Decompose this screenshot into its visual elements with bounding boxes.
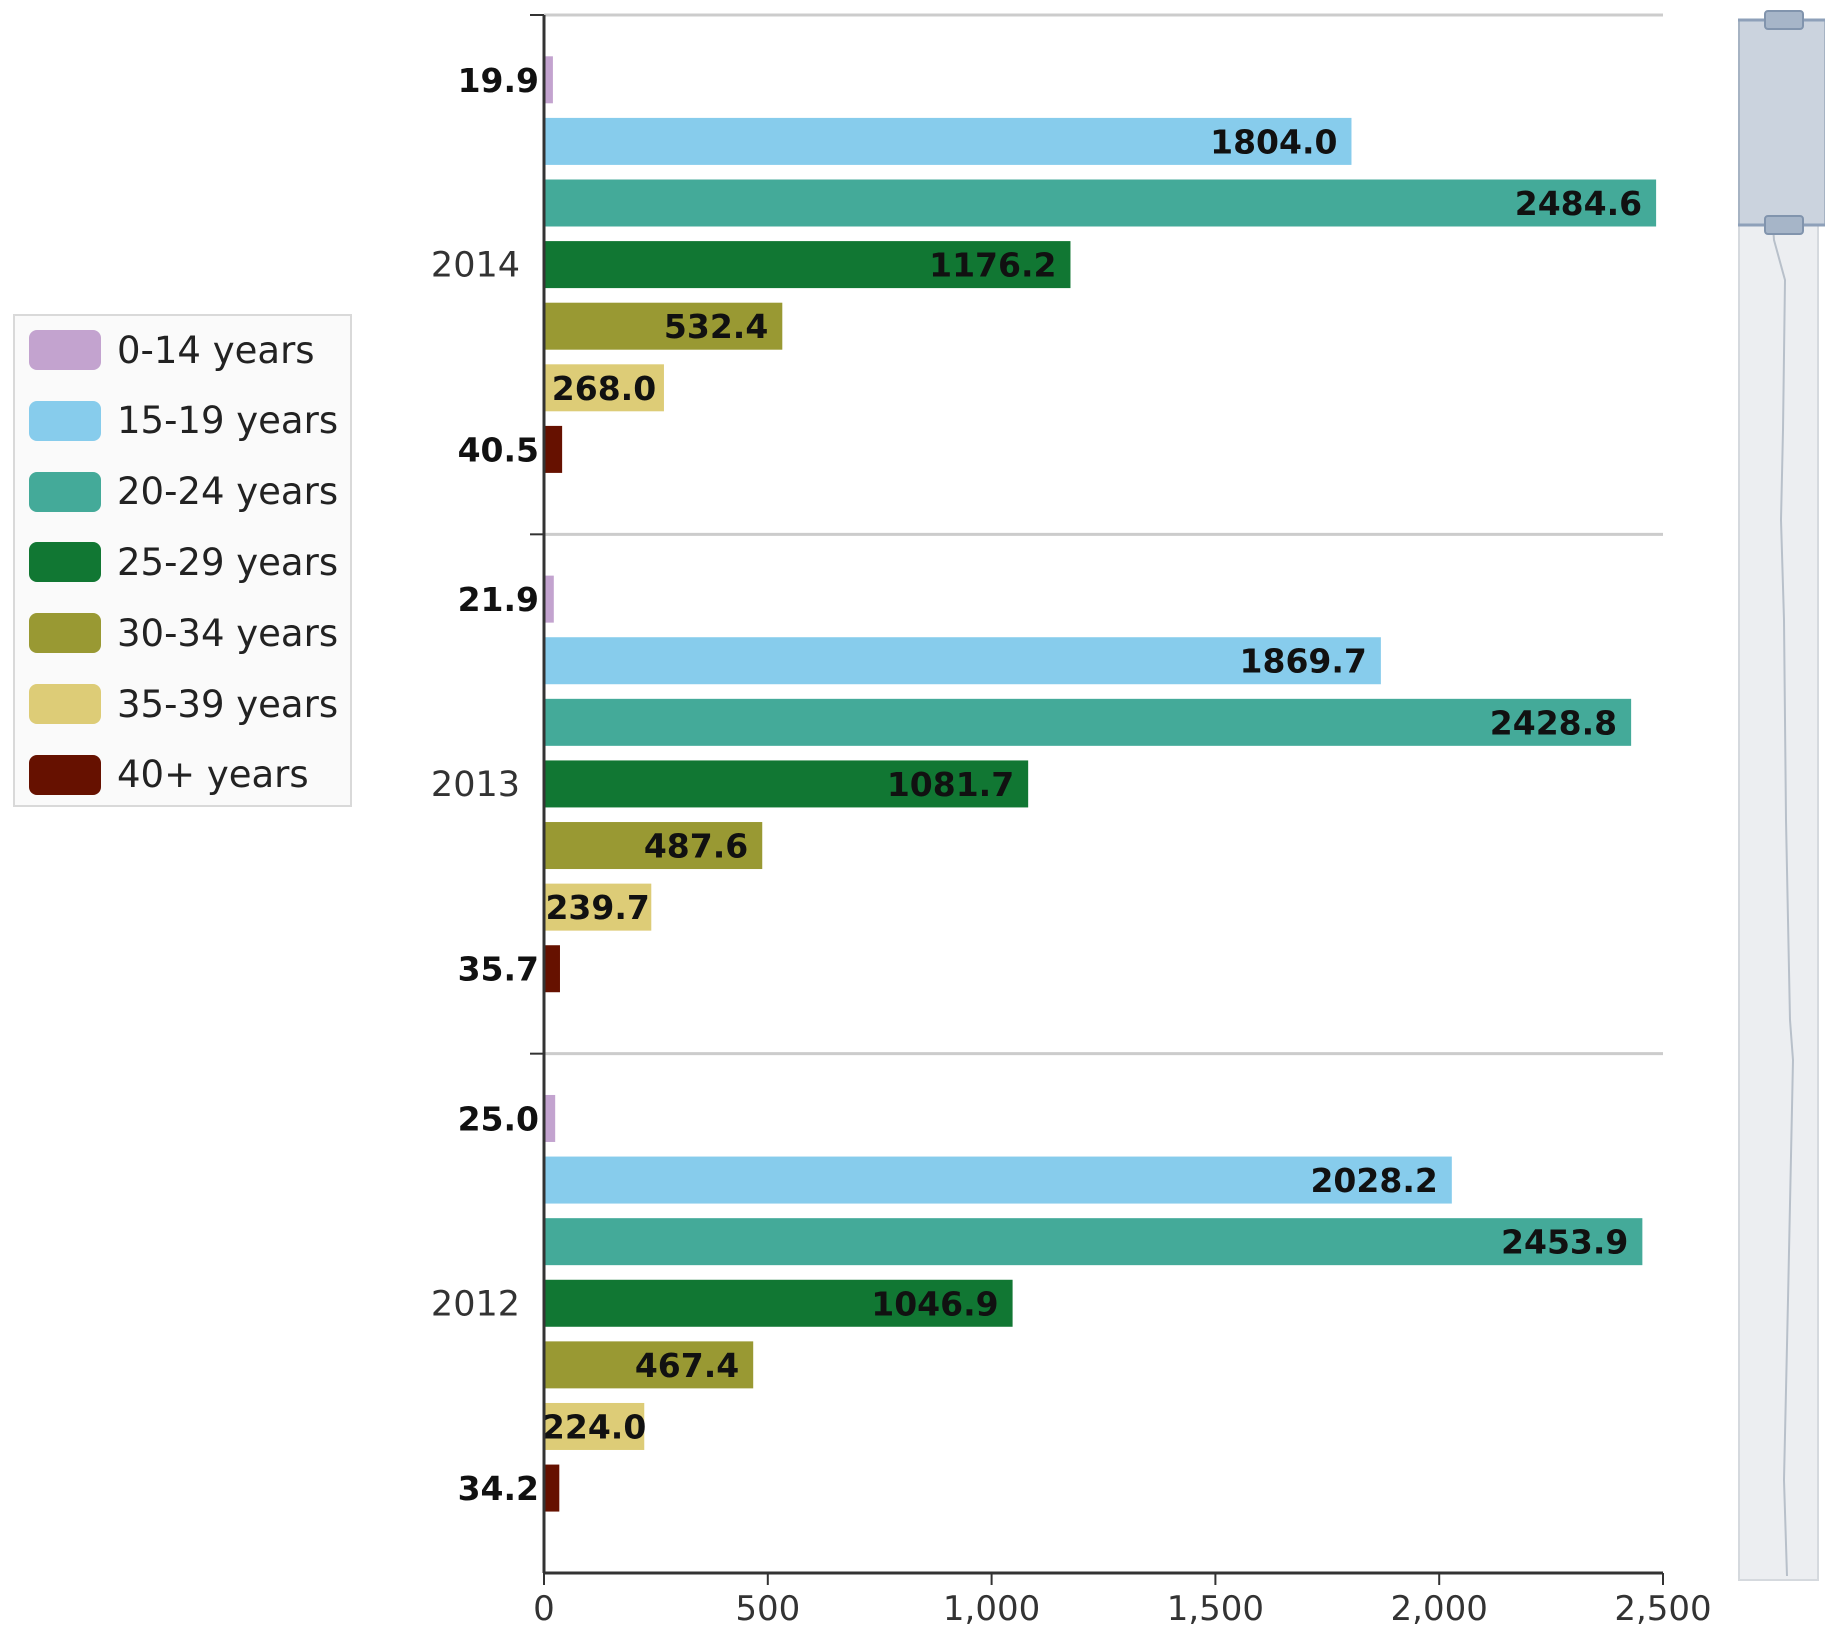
data-label: 2028.2 [1310,1161,1437,1200]
bar [544,1464,560,1512]
data-label: 19.9 [458,61,539,100]
legend-label: 35-39 years [117,682,339,726]
legend-label: 0-14 years [117,328,315,372]
legend-swatch [29,613,101,654]
bar [544,1341,754,1389]
data-label: 239.7 [545,888,649,927]
bar [544,698,1632,746]
legend-item[interactable]: 30-34 years [29,611,338,655]
bar [544,1156,1452,1204]
legend-swatch [29,400,101,441]
legend-label: 25-29 years [117,540,339,584]
legend-swatch [29,542,101,583]
bar [544,179,1657,227]
bar [544,241,1071,289]
zoom-navigator-selection[interactable] [1738,19,1825,226]
x-tick-label: 1,500 [1167,1589,1264,1626]
bar [544,760,1029,808]
data-label: 224.0 [542,1407,646,1446]
data-label: 2428.8 [1490,703,1617,742]
data-label: 21.9 [458,580,539,619]
zoom-handle-bottom[interactable] [1764,215,1804,235]
data-label: 532.4 [664,307,768,346]
data-label: 25.0 [458,1099,539,1138]
x-tick-label: 0 [533,1589,555,1626]
data-label: 2453.9 [1501,1223,1628,1262]
bar [544,1218,1643,1266]
legend-label: 20-24 years [117,470,339,514]
data-label: 1869.7 [1240,642,1367,681]
bar [544,822,763,870]
bar [544,56,553,104]
legend-swatch [29,330,101,370]
bar [544,945,560,993]
data-label: 34.2 [458,1469,539,1508]
bar [544,1402,645,1450]
zoom-navigator[interactable] [1738,0,1825,1600]
bar [544,1094,556,1142]
x-tick-label: 2,000 [1391,1589,1488,1626]
legend-label: 15-19 years [117,399,339,443]
data-label: 487.6 [644,827,748,866]
bar [544,883,652,931]
legend-label: 40+ years [117,753,309,797]
bar [544,117,1352,165]
bar [544,425,563,473]
data-label: 2484.6 [1515,184,1642,223]
legend-swatch [29,754,101,795]
data-label: 1081.7 [887,765,1014,804]
y-category-label: 2012 [431,1284,520,1324]
data-label: 1804.0 [1210,122,1337,161]
bar [544,575,554,623]
bar [544,637,1381,685]
bar [544,364,664,412]
zoom-handle-top[interactable] [1764,10,1804,30]
legend-item[interactable]: 25-29 years [29,540,338,584]
legend-swatch [29,684,101,724]
data-label: 1176.2 [929,246,1056,285]
legend-item[interactable]: 35-39 years [29,682,338,726]
data-label: 40.5 [458,430,539,469]
data-label: 467.4 [635,1346,739,1385]
legend-label: 30-34 years [117,611,339,655]
data-label: 268.0 [552,369,656,408]
x-tick-label: 1,000 [943,1589,1040,1626]
y-category-label: 2014 [431,246,520,286]
legend-item[interactable]: 0-14 years [29,328,315,372]
x-tick-label: 500 [735,1589,800,1626]
data-label: 35.7 [458,950,539,989]
data-label: 1046.9 [871,1284,998,1323]
bar [544,1279,1013,1327]
x-tick-label: 2,500 [1614,1589,1711,1626]
legend-item[interactable]: 15-19 years [29,399,338,443]
y-category-label: 2013 [431,765,520,805]
legend-swatch [29,471,101,512]
bar [544,302,783,350]
legend-item[interactable]: 20-24 years [29,470,338,514]
legend-item[interactable]: 40+ years [29,753,309,797]
legend: 0-14 years 15-19 years 20-24 years 25-29 ye… [13,314,352,807]
zoom-navigator-preview-line [1757,19,1795,1577]
